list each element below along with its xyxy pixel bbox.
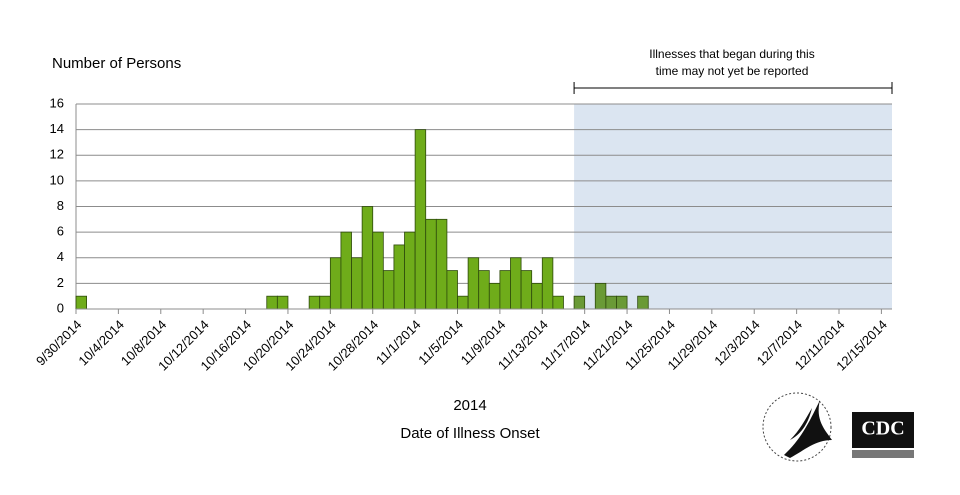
bar	[414, 129, 427, 310]
bar	[340, 231, 352, 310]
bar	[308, 295, 321, 310]
bar	[435, 218, 448, 310]
bar	[488, 282, 501, 310]
bar	[266, 295, 278, 310]
bar	[520, 270, 533, 310]
cdc-text: CDC	[861, 418, 904, 440]
bar	[319, 295, 331, 310]
bar	[510, 257, 522, 310]
bar	[382, 270, 395, 310]
bar	[404, 231, 416, 310]
bar	[457, 295, 469, 310]
cdc-logo: CDC	[852, 412, 914, 458]
bar	[467, 257, 480, 310]
bar	[637, 295, 649, 310]
y-tick-label: 16	[50, 95, 64, 110]
bar	[594, 282, 607, 310]
bar	[531, 282, 543, 310]
y-axis-title: Number of Persons	[52, 55, 181, 72]
bar	[573, 295, 586, 310]
bar	[552, 295, 564, 310]
annotation: Illnesses that began during this	[649, 47, 814, 61]
y-tick-label: 10	[50, 172, 64, 187]
x-axis-title: 2014	[453, 397, 486, 414]
y-tick-label: 8	[57, 198, 64, 213]
x-tick-label: 11/5/2014	[415, 317, 466, 368]
y-tick-label: 6	[57, 224, 64, 239]
hhs-logo	[762, 392, 832, 462]
y-tick-label: 2	[57, 275, 64, 290]
bar	[478, 270, 490, 310]
x-tick-label: 12/3/2014	[711, 317, 763, 369]
annotation: time may not yet be reported	[656, 64, 809, 78]
bar	[425, 218, 437, 310]
bar	[605, 295, 617, 310]
x-tick-label: 10/4/2014	[75, 317, 127, 369]
bar	[499, 270, 511, 310]
x-axis-title: Date of Illness Onset	[400, 425, 540, 442]
bar	[75, 295, 87, 310]
bar	[446, 270, 458, 310]
bar	[616, 295, 628, 310]
bar	[329, 257, 342, 310]
bar	[361, 206, 374, 310]
x-tick-label: 11/1/2014	[373, 317, 424, 368]
bar	[541, 257, 554, 310]
y-tick-label: 14	[50, 121, 64, 136]
y-tick-label: 4	[57, 249, 64, 264]
bar	[276, 295, 289, 310]
bar	[393, 244, 405, 310]
x-tick-label: 9/30/2014	[33, 317, 85, 369]
bar	[351, 257, 363, 310]
y-tick-label: 0	[57, 300, 64, 315]
bar	[372, 231, 384, 310]
y-tick-label: 12	[50, 147, 64, 162]
